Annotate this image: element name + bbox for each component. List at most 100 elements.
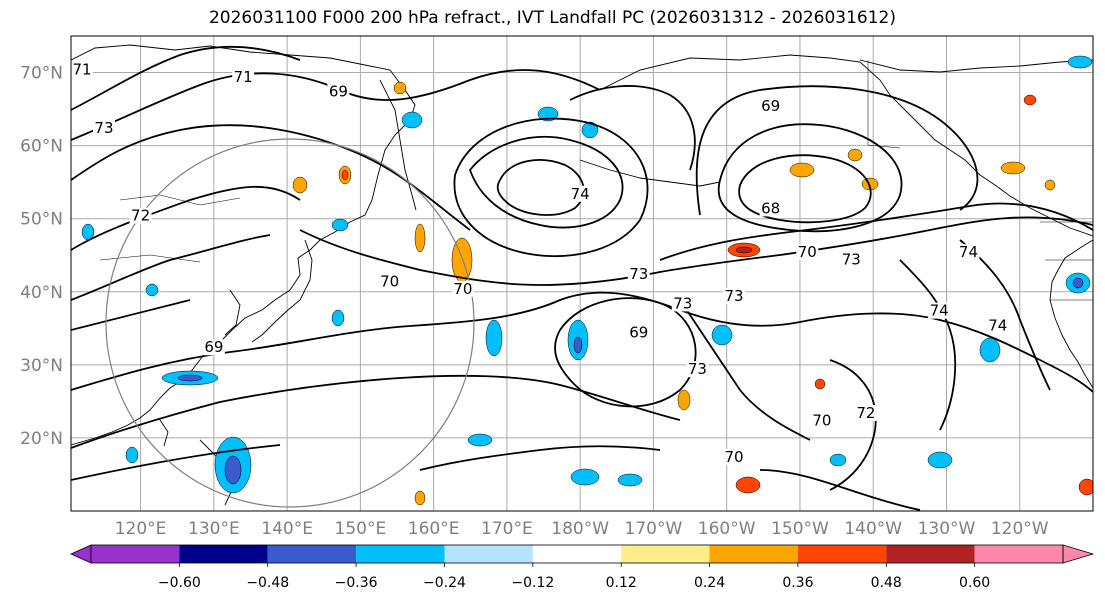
colorbar-tick-label: −0.48 — [246, 575, 289, 591]
anomaly-blob — [401, 111, 423, 129]
lon-label: 130°W — [918, 519, 976, 539]
anomaly-blob — [927, 451, 953, 469]
lat-label: 40°N — [20, 283, 63, 303]
lon-label: 140°E — [261, 519, 313, 539]
colorbar-tick-label: −0.60 — [158, 575, 201, 591]
latitude-labels: 70°N 60°N 50°N 40°N 30°N 20°N — [20, 64, 63, 449]
colorbar-swatch — [621, 545, 710, 563]
lat-label: 60°N — [20, 137, 63, 157]
colorbar-tick-label: −0.36 — [335, 575, 378, 591]
coastline-alaska — [599, 54, 1093, 237]
colorbar-extend-low — [70, 544, 92, 564]
contour-label: 69 — [204, 338, 223, 356]
contour-label: 70 — [453, 280, 472, 298]
contour-label-bg — [759, 98, 782, 115]
contour-label: 73 — [629, 265, 648, 283]
contour-line — [419, 445, 661, 471]
contour-line — [299, 216, 1093, 286]
anomaly-blob — [1078, 478, 1093, 496]
contour-label-bg — [723, 448, 746, 465]
longitude-labels: 120°E 130°E 140°E 150°E 160°E 170°E 180°W 170°W… — [115, 519, 1049, 539]
contour-line — [569, 85, 696, 171]
contour-label-bg — [129, 207, 152, 224]
contour-label-bg — [986, 317, 1009, 334]
contour-label: 68 — [761, 199, 780, 217]
contour-line — [468, 136, 624, 229]
contour-label-bg — [810, 412, 833, 429]
contour-label-bg — [957, 244, 980, 261]
contour-label-bg — [796, 244, 819, 261]
contour-label: 72 — [856, 404, 875, 422]
anomaly-blob — [414, 490, 426, 506]
contour-line — [453, 117, 649, 258]
colorbar-tick-label: 0.36 — [782, 575, 813, 591]
colorbar-tick-label: 0.24 — [694, 575, 725, 591]
anomaly-blob — [224, 455, 242, 485]
contour-line — [899, 259, 957, 431]
contour-line — [71, 234, 271, 301]
contour-label-bg — [627, 324, 650, 341]
colorbar-swatch — [797, 545, 887, 563]
anomaly-blob — [979, 337, 1001, 363]
contour-label: 72 — [131, 207, 150, 225]
contour-label: 71 — [72, 61, 91, 79]
anomaly-blob — [1044, 179, 1056, 191]
lon-label: 140°W — [844, 519, 902, 539]
colorbar: −0.60 −0.48 −0.36 −0.24 −0.12 0.12 0.24 0.36 0.4… — [70, 544, 1095, 591]
anomaly-blob — [177, 374, 203, 382]
contour-line — [659, 202, 1093, 261]
anomaly-blob — [1023, 94, 1037, 106]
lat-label: 20°N — [20, 429, 63, 449]
contour-label-bg — [232, 68, 255, 85]
contour-label: 71 — [234, 68, 253, 86]
colorbar-segments — [70, 544, 1095, 564]
anomaly-blob — [573, 336, 583, 354]
contour-label: 73 — [842, 251, 861, 269]
lon-label: 150°E — [335, 519, 387, 539]
lon-label: 170°W — [625, 519, 683, 539]
lon-label: 160°W — [698, 519, 756, 539]
lat-label: 50°N — [20, 210, 63, 230]
contour-line — [695, 85, 979, 216]
anomaly-blob — [814, 378, 826, 390]
colorbar-tick-label: −0.24 — [423, 575, 466, 591]
contour-line — [71, 185, 301, 251]
borders — [99, 60, 1093, 301]
contour-label-bg — [327, 83, 350, 100]
contour-label-bg — [569, 185, 592, 202]
anomaly-blob — [414, 223, 426, 253]
contour-line — [717, 123, 903, 233]
coastline-korea — [224, 289, 241, 336]
colorbar-swatch — [709, 545, 798, 563]
coastline-arctic — [859, 59, 1093, 73]
anomaly-blob — [735, 246, 753, 254]
colorbar-swatch — [532, 545, 622, 563]
lon-label: 120°E — [115, 519, 167, 539]
colorbar-tick-label: 0.48 — [871, 575, 902, 591]
contour-label: 70 — [380, 272, 399, 290]
contour-label-bg — [759, 200, 782, 217]
anomaly-blob — [485, 319, 503, 357]
contour-label: 74 — [959, 243, 978, 261]
map-frame — [70, 35, 1094, 512]
contour-line — [679, 299, 811, 441]
anomaly-blob — [341, 169, 349, 181]
contour-line — [71, 444, 281, 481]
contour-label: 74 — [930, 302, 949, 320]
coastline-north-america — [1049, 239, 1093, 389]
contour-label: 74 — [988, 316, 1007, 334]
colorbar-swatch — [91, 545, 180, 563]
contour-label: 73 — [724, 287, 743, 305]
contour-label: 70 — [812, 411, 831, 429]
lon-label: 120°W — [991, 519, 1049, 539]
coastline-taiwan — [159, 419, 169, 447]
contour-label: 74 — [571, 185, 590, 203]
target-radius-circle — [105, 138, 475, 508]
colorbar-extend-high — [1062, 544, 1095, 564]
lon-label: 150°W — [771, 519, 829, 539]
contour-label-bg — [71, 61, 93, 78]
contour-label-bg — [627, 266, 650, 283]
anomaly-blob — [581, 121, 599, 139]
coastline-kamchatka — [379, 79, 417, 211]
